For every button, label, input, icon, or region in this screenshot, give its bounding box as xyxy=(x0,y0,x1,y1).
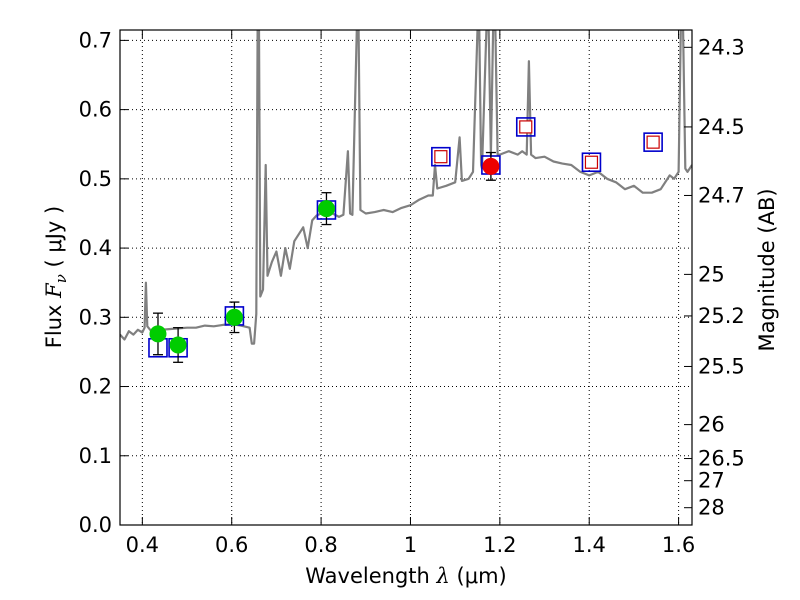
y-tick-label: 0.4 xyxy=(79,236,112,260)
observed-point-marker xyxy=(482,157,500,175)
x-axis-symbol: λ xyxy=(436,564,450,588)
model-square-marker xyxy=(581,152,602,173)
y-tick-label: 0.0 xyxy=(79,513,112,537)
y-tick-label: 0.6 xyxy=(79,98,112,122)
y-axis-subscript: ν xyxy=(52,274,70,283)
y-tick-label: 0.7 xyxy=(79,28,112,52)
y-axis-unit: ( μJy ) xyxy=(42,206,66,268)
y-axis-label: Flux Fν ( μJy ) xyxy=(42,206,70,348)
plot-frame xyxy=(119,29,693,526)
spectrum-layer xyxy=(120,30,692,345)
y2-tick-label: 27 xyxy=(698,469,725,493)
y2-tick-label: 26.5 xyxy=(698,447,745,471)
y-tick-label: 0.1 xyxy=(79,444,112,468)
upper-limit-marker xyxy=(434,150,448,164)
y-axis-symbol: F xyxy=(42,282,66,299)
y-tick-label: 0.5 xyxy=(79,167,112,191)
grid-layer xyxy=(120,30,692,525)
model-square-marker xyxy=(431,146,451,167)
x-tick-label: 1.4 xyxy=(573,533,606,557)
y2-tick-label: 25.5 xyxy=(698,354,745,378)
observed-point-marker xyxy=(149,325,167,343)
upper-limit-marker xyxy=(519,120,533,134)
upper-limit-marker xyxy=(584,155,599,169)
x-tick-label: 0.8 xyxy=(304,533,337,557)
y2-tick-label: 24.5 xyxy=(698,115,745,139)
observed-point-marker xyxy=(169,336,187,354)
x-tick-label: 1.2 xyxy=(483,533,516,557)
y2-tick-label: 25.2 xyxy=(698,304,745,328)
x-axis-label: Wavelength λ (μm) xyxy=(305,564,506,588)
x-tick-label: 0.6 xyxy=(215,533,248,557)
y2-tick-label: 24.3 xyxy=(698,35,745,59)
model-square-marker xyxy=(643,132,663,152)
x-tick-label: 1 xyxy=(404,533,417,557)
marker-layer xyxy=(148,117,663,363)
y2-tick-label: 24.7 xyxy=(698,183,745,207)
spectrum-line xyxy=(120,30,692,345)
upper-limit-marker xyxy=(646,135,660,149)
y2-axis-label: Magnitude (AB) xyxy=(755,188,779,351)
observed-point-marker xyxy=(317,200,335,218)
model-square-marker xyxy=(515,117,536,137)
tick-layer: 0.4 0.6 0.8 1 1.2 1.4 1.6 0.0 0.1 0.2 0.3 0.4 0.5 0.6… xyxy=(79,28,745,557)
x-tick-label: 0.4 xyxy=(126,533,159,557)
y2-tick-label: 26 xyxy=(698,413,725,437)
y-tick-label: 0.2 xyxy=(79,375,112,399)
y-tick-label: 0.3 xyxy=(79,305,112,329)
x-tick-label: 1.6 xyxy=(662,533,695,557)
observed-point-marker xyxy=(225,308,243,326)
y2-tick-label: 25 xyxy=(698,262,725,286)
x-axis-unit: (μm) xyxy=(457,564,507,588)
y2-tick-label: 28 xyxy=(698,496,725,520)
